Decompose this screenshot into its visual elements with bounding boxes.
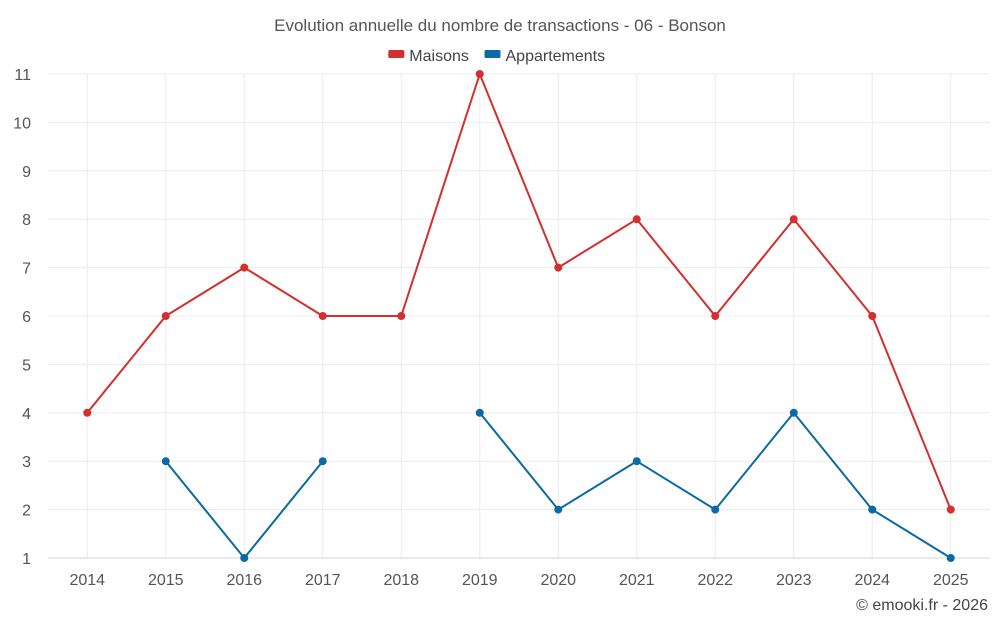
data-point [240,263,249,272]
data-point [789,215,798,224]
y-tick-label: 3 [22,454,31,471]
series-maisons [83,70,955,514]
data-point [632,215,641,224]
legend-item[interactable]: Appartements [484,48,606,65]
legend-swatch [484,50,501,58]
x-tick-label: 2024 [854,572,890,589]
y-tick-label: 11 [14,67,31,84]
x-tick-label: 2022 [697,572,733,589]
y-tick-label: 6 [22,309,31,326]
series-layer [83,70,955,562]
y-tick-label: 4 [22,406,31,423]
data-point [318,457,327,466]
data-point [868,312,877,320]
legend-swatch [388,50,405,58]
data-point [946,554,955,562]
data-point [475,70,484,78]
data-point [946,505,955,514]
x-tick-label: 2025 [933,572,969,589]
x-tick-label: 2021 [619,572,655,589]
x-tick-label: 2023 [776,572,812,589]
legend: Maisons Appartements [388,48,605,65]
data-point [554,505,563,514]
legend-label: Appartements [506,48,606,65]
y-tick-label: 8 [22,212,31,229]
data-point [318,312,327,320]
y-tick-label: 7 [22,261,31,278]
data-point [711,312,720,320]
x-tick-label: 2020 [540,572,576,589]
axes: 1 2 3 4 5 6 7 8 9 10 11 2014 2015 2016 2017 2018 2019 202… [13,67,990,589]
data-point [240,554,249,562]
data-point [554,263,563,272]
x-tick-label: 2017 [305,572,341,589]
y-tick-label: 9 [22,164,31,181]
y-tick-label: 10 [13,115,31,132]
data-point [161,312,170,320]
data-point [711,505,720,514]
data-point [475,408,484,417]
data-point [161,457,170,466]
grid [48,73,990,559]
legend-item[interactable]: Maisons [388,48,469,65]
x-tick-label: 2018 [383,572,419,589]
x-tick-label: 2015 [148,572,184,589]
data-point [83,408,92,417]
y-tick-label: 1 [22,551,31,568]
data-point [789,408,798,417]
series-appartements [161,408,955,562]
credit-text: © emooki.fr - 2026 [856,597,988,614]
x-tick-label: 2019 [462,572,498,589]
data-point [397,312,406,320]
legend-label: Maisons [409,48,469,65]
x-tick-label: 2014 [69,572,105,589]
data-point [632,457,641,466]
y-tick-label: 2 [22,503,31,520]
series-line [86,73,952,510]
x-tick-label: 2016 [226,572,262,589]
chart-title: Evolution annuelle du nombre de transact… [274,16,726,35]
y-tick-label: 5 [22,357,31,374]
data-point [868,505,877,514]
